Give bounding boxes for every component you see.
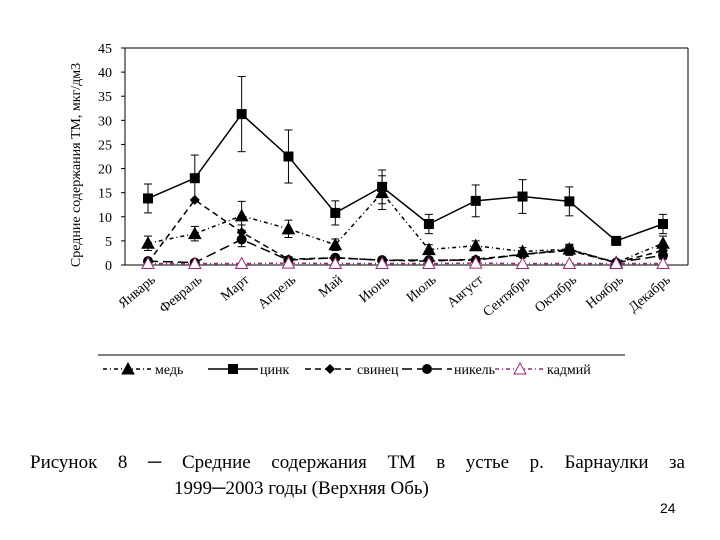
x-tick-label: Сентябрь (480, 273, 533, 321)
data-point-marker (330, 207, 341, 218)
x-tick-label: Апрель (256, 273, 299, 313)
data-point-marker (609, 256, 624, 270)
data-point-marker (515, 256, 530, 270)
caption-word: устье (465, 452, 510, 473)
data-point-marker (328, 256, 343, 270)
data-point-marker (189, 194, 200, 205)
chart-legend: медь цинк свинец никель кадмий (103, 361, 591, 378)
legend-label: медь (155, 363, 183, 378)
data-point-marker (281, 256, 296, 269)
data-point-marker (656, 256, 670, 270)
legend-label: цинк (260, 363, 289, 378)
data-point-marker (143, 193, 153, 204)
series-line (147, 112, 664, 242)
x-tick-label: Февраль (157, 273, 205, 317)
series-0 (141, 175, 670, 269)
caption-word: Барнаулки (564, 452, 649, 473)
caption-number: 8 (117, 452, 128, 473)
data-point-marker (187, 256, 202, 270)
x-tick-label: Декабрь (626, 273, 673, 316)
y-tick-label: 25 (98, 138, 112, 153)
caption-word: содержания (271, 452, 367, 473)
y-tick-label: 35 (98, 90, 112, 105)
data-point-marker (283, 151, 294, 162)
x-tick-label: Март (218, 273, 252, 305)
caption-line-2: 1999─2003 годы (Верхняя Обь) (174, 478, 429, 499)
x-tick-label: Май (316, 272, 346, 301)
caption-word: за (669, 452, 685, 473)
legend-label: никель (454, 363, 495, 378)
data-point-marker (234, 208, 249, 222)
data-point-marker (513, 361, 527, 375)
legend-label: кадмий (547, 363, 591, 378)
data-point-marker (658, 250, 668, 261)
data-point-marker (328, 237, 343, 251)
y-tick-label: 15 (98, 187, 112, 202)
y-tick-label: 20 (98, 163, 112, 178)
data-point-marker (121, 361, 135, 375)
data-point-marker (234, 256, 249, 270)
data-point-marker (187, 226, 202, 240)
data-point-marker (564, 244, 575, 255)
y-tick-label: 5 (105, 235, 112, 250)
x-tick-label: Август (445, 273, 487, 311)
x-tick-label: Январь (116, 273, 158, 312)
data-point-marker (281, 221, 296, 235)
x-tick-label: Июнь (357, 273, 393, 307)
data-point-marker (141, 236, 155, 249)
data-point-marker (422, 364, 432, 374)
data-point-marker (470, 195, 481, 206)
caption-word: в (436, 452, 446, 473)
caption-word: ТМ (387, 452, 416, 473)
series-4 (141, 256, 670, 270)
data-point-marker (611, 235, 622, 246)
x-tick-label: Ноябрь (584, 273, 627, 313)
caption-line-1: Рисунок 8 ─ Средние содержания ТМ в усть… (30, 450, 685, 476)
series-line (147, 191, 664, 264)
data-point-marker (189, 173, 200, 184)
series-line (147, 238, 664, 264)
caption-word: р. (529, 452, 544, 473)
legend-label: свинец (357, 363, 399, 378)
data-point-marker (422, 256, 436, 270)
chart-series-layer (141, 75, 670, 270)
y-tick-label: 30 (98, 114, 112, 129)
caption-dash: ─ (147, 452, 162, 473)
series-1 (143, 75, 668, 246)
data-point-marker (517, 249, 528, 260)
x-tick-label: Октябрь (532, 273, 580, 316)
data-point-marker (468, 238, 483, 252)
data-point-marker (141, 256, 155, 270)
y-tick-label: 40 (98, 66, 112, 81)
x-tick-label: Июль (404, 273, 439, 306)
data-point-marker (562, 256, 577, 270)
series-line (147, 198, 664, 264)
data-point-marker (517, 191, 528, 202)
page-number: 24 (660, 500, 676, 516)
chart-axes: 0 5 10 15 20 25 30 35 40 45 Средние содержания ТМ,… (69, 42, 689, 321)
data-point-marker (658, 219, 668, 230)
caption-label: Рисунок (30, 452, 98, 473)
data-point-marker (377, 181, 388, 192)
caption-word: Средние (181, 452, 251, 473)
data-point-marker (228, 364, 238, 374)
data-point-marker (236, 234, 247, 245)
y-tick-label: 45 (98, 42, 112, 57)
figure-caption: Рисунок 8 ─ Средние содержания ТМ в усть… (30, 450, 685, 502)
data-point-marker (564, 196, 575, 207)
y-tick-label: 10 (98, 211, 112, 226)
data-point-marker (423, 219, 434, 230)
data-point-marker (236, 109, 247, 120)
series-3 (143, 231, 668, 268)
data-point-marker (325, 364, 335, 374)
y-tick-label: 0 (105, 259, 112, 274)
data-point-marker (375, 256, 389, 270)
y-axis-label: Средние содержания ТМ, мкг/дм3 (69, 63, 84, 267)
data-point-marker (422, 242, 436, 256)
chart: 0 5 10 15 20 25 30 35 40 45 Средние содержания ТМ,… (69, 42, 689, 378)
data-point-marker (468, 256, 483, 269)
